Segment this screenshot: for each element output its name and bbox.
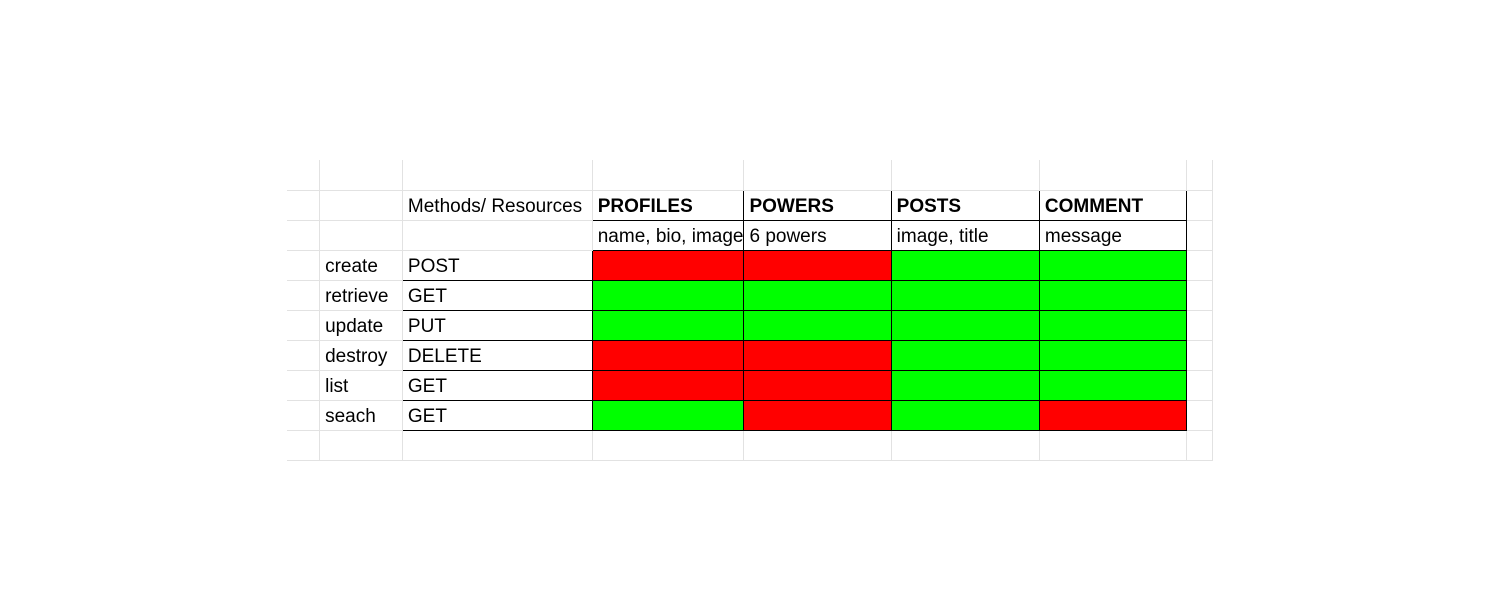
cell[interactable]: [287, 369, 321, 401]
table-row: list GET: [287, 369, 1213, 401]
status-cell[interactable]: [890, 399, 1040, 431]
cell[interactable]: [287, 189, 321, 221]
cell[interactable]: [890, 160, 1040, 191]
table-row: update PUT: [287, 309, 1213, 341]
cell[interactable]: [743, 160, 892, 191]
table-row: destroy DELETE: [287, 339, 1213, 371]
cell[interactable]: [1186, 309, 1213, 341]
resource-header-profiles[interactable]: PROFILES: [591, 189, 745, 221]
method-cell[interactable]: GET: [401, 279, 593, 311]
cell[interactable]: [287, 429, 321, 461]
method-cell[interactable]: POST: [401, 249, 593, 281]
cell[interactable]: [1186, 279, 1213, 311]
cell[interactable]: [1186, 219, 1213, 251]
status-cell[interactable]: [743, 399, 892, 431]
resource-fields-powers[interactable]: 6 powers: [743, 219, 892, 251]
cell[interactable]: [319, 429, 403, 461]
cell[interactable]: [401, 160, 593, 191]
spreadsheet-grid: Methods/ Resources PROFILES POWERS POSTS…: [287, 160, 1213, 470]
action-label[interactable]: update: [319, 309, 403, 341]
status-cell[interactable]: [1038, 339, 1188, 371]
cell[interactable]: [287, 249, 321, 281]
cell[interactable]: [319, 160, 403, 191]
action-label[interactable]: create: [319, 249, 403, 281]
status-cell[interactable]: [890, 309, 1040, 341]
status-cell[interactable]: [1038, 249, 1188, 281]
status-cell[interactable]: [890, 279, 1040, 311]
method-cell[interactable]: DELETE: [401, 339, 593, 371]
cell[interactable]: [287, 160, 321, 191]
cell[interactable]: [1186, 369, 1213, 401]
action-label[interactable]: destroy: [319, 339, 403, 371]
resource-header-row: Methods/ Resources PROFILES POWERS POSTS…: [287, 189, 1213, 221]
status-cell[interactable]: [591, 309, 745, 341]
status-cell[interactable]: [1038, 309, 1188, 341]
table-row: seach GET: [287, 399, 1213, 431]
status-cell[interactable]: [591, 369, 745, 401]
status-cell[interactable]: [743, 369, 892, 401]
cell[interactable]: [591, 160, 745, 191]
status-cell[interactable]: [890, 369, 1040, 401]
status-cell[interactable]: [743, 279, 892, 311]
status-cell[interactable]: [1038, 279, 1188, 311]
resource-fields-row: name, bio, image 6 powers image, title m…: [287, 219, 1213, 251]
status-cell[interactable]: [591, 279, 745, 311]
resource-header-comment[interactable]: COMMENT: [1038, 189, 1188, 221]
table-row: retrieve GET: [287, 279, 1213, 311]
empty-row: [287, 429, 1213, 461]
methods-resources-table: Methods/ Resources PROFILES POWERS POSTS…: [287, 160, 1213, 461]
cell[interactable]: [1186, 339, 1213, 371]
action-label[interactable]: list: [319, 369, 403, 401]
status-cell[interactable]: [743, 249, 892, 281]
cell[interactable]: [287, 339, 321, 371]
cell[interactable]: [319, 189, 403, 221]
method-cell[interactable]: PUT: [401, 309, 593, 341]
action-label[interactable]: seach: [319, 399, 403, 431]
cell[interactable]: [287, 279, 321, 311]
resource-fields-comment[interactable]: message: [1038, 219, 1188, 251]
resource-header-powers[interactable]: POWERS: [743, 189, 892, 221]
status-cell[interactable]: [591, 249, 745, 281]
method-cell[interactable]: GET: [401, 369, 593, 401]
cell[interactable]: [743, 429, 892, 461]
cell[interactable]: [1038, 429, 1188, 461]
methods-resources-label[interactable]: Methods/ Resources: [401, 189, 593, 221]
cell[interactable]: [1186, 189, 1213, 221]
status-cell[interactable]: [591, 399, 745, 431]
resource-fields-posts[interactable]: image, title: [890, 219, 1040, 251]
empty-row: [287, 160, 1213, 191]
cell[interactable]: [319, 219, 403, 251]
cell[interactable]: [401, 219, 593, 251]
cell[interactable]: [401, 429, 593, 461]
status-cell[interactable]: [743, 309, 892, 341]
status-cell[interactable]: [591, 339, 745, 371]
status-cell[interactable]: [890, 249, 1040, 281]
action-label[interactable]: retrieve: [319, 279, 403, 311]
resource-header-posts[interactable]: POSTS: [890, 189, 1040, 221]
cell[interactable]: [1186, 399, 1213, 431]
cell[interactable]: [1038, 160, 1188, 191]
method-cell[interactable]: GET: [401, 399, 593, 431]
cell[interactable]: [1186, 429, 1213, 461]
status-cell[interactable]: [1038, 369, 1188, 401]
status-cell[interactable]: [1038, 399, 1188, 431]
status-cell[interactable]: [743, 339, 892, 371]
cell[interactable]: [1186, 249, 1213, 281]
cell[interactable]: [890, 429, 1040, 461]
table-row: create POST: [287, 249, 1213, 281]
cell[interactable]: [287, 309, 321, 341]
cell[interactable]: [287, 399, 321, 431]
cell[interactable]: [591, 429, 745, 461]
status-cell[interactable]: [890, 339, 1040, 371]
cell[interactable]: [1186, 160, 1213, 191]
resource-fields-profiles[interactable]: name, bio, image: [591, 219, 745, 251]
cell[interactable]: [287, 219, 321, 251]
